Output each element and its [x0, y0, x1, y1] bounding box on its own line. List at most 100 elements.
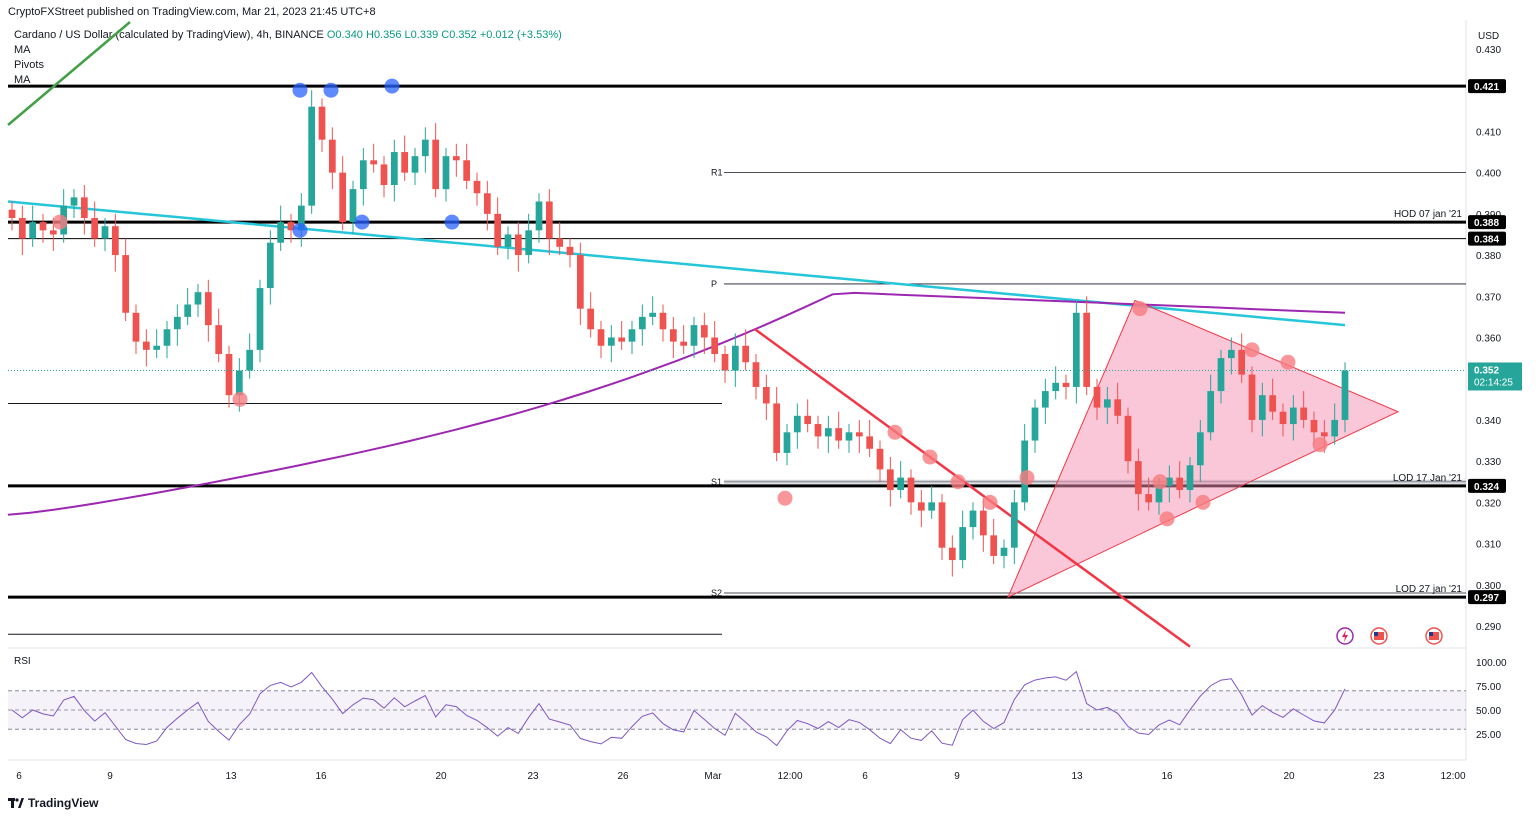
candle [401, 135, 409, 181]
pivot-marker-red [52, 214, 68, 230]
candle [638, 304, 646, 346]
x-tick-label: 12:00 [777, 771, 802, 782]
candle-body [29, 222, 37, 239]
candle-body [845, 432, 853, 441]
candle [659, 304, 667, 342]
candle-body [556, 238, 564, 247]
candle [752, 353, 760, 400]
candle-body [494, 213, 502, 247]
candle-body [452, 156, 460, 161]
candle [380, 156, 388, 198]
rsi-tick-label: 100.00 [1476, 658, 1507, 669]
candle-body [866, 436, 874, 449]
pivot-marker-red [1244, 342, 1260, 358]
candle [824, 415, 832, 453]
candle [122, 238, 130, 322]
candle-body [597, 329, 605, 346]
candle-body [1031, 407, 1039, 441]
candle [525, 213, 533, 264]
candle-body [473, 180, 481, 194]
candle-body [101, 226, 109, 239]
candle [1041, 378, 1049, 425]
pivot-marker-red [982, 494, 998, 510]
indicator-ma-2[interactable]: MA [14, 74, 31, 86]
candle-body [855, 432, 863, 437]
candle-body [442, 156, 450, 190]
candle [256, 279, 264, 363]
price-badge [1468, 231, 1506, 246]
candle-body [773, 403, 781, 453]
candle [773, 386, 781, 462]
candle [587, 292, 595, 338]
candle [742, 329, 750, 371]
candle [463, 143, 471, 190]
x-tick-label: 16 [315, 771, 327, 782]
ma-purple-line [7, 291, 1346, 516]
pivot-marker-blue [384, 78, 400, 94]
pivot-marker-red [1195, 494, 1211, 510]
candle-body [1000, 547, 1008, 556]
candle [91, 201, 99, 247]
candle-body [370, 160, 378, 165]
flag-canton [1429, 632, 1433, 636]
candle [163, 321, 171, 359]
candle-body [876, 448, 884, 470]
candle-body [122, 255, 130, 313]
flag-stripes [1374, 632, 1384, 640]
candle [494, 197, 502, 256]
x-tick-label: 12:00 [1440, 771, 1465, 782]
candle-body [1310, 419, 1318, 433]
candle [845, 424, 853, 453]
candle [287, 213, 295, 243]
candle-body [1289, 407, 1297, 425]
brand-label: TradingView [28, 796, 99, 810]
candle [1289, 395, 1297, 441]
x-tick-label: 20 [435, 771, 447, 782]
flag-canton [1374, 632, 1378, 636]
candle [607, 325, 615, 363]
candle-body [246, 349, 254, 371]
candle [721, 345, 729, 383]
candle [649, 296, 657, 326]
rsi-line [11, 670, 1346, 747]
candle-body [948, 547, 956, 561]
candle [411, 147, 419, 186]
pivot-label-p: P [711, 279, 717, 289]
price-badge [1468, 79, 1506, 94]
candle [153, 329, 161, 359]
y-tick-label: 0.360 [1476, 334, 1501, 345]
countdown-label: 02:14:25 [1474, 377, 1513, 388]
indicator-ma-1[interactable]: MA [14, 44, 31, 56]
candle-body [690, 325, 698, 346]
candle-body [886, 469, 894, 490]
pivot-marker-red [1280, 354, 1296, 370]
candle [29, 205, 37, 247]
candle [907, 469, 915, 515]
publisher-line: CryptoFXStreet published on TradingView.… [8, 6, 376, 18]
candle-body [979, 510, 987, 536]
candle [680, 325, 688, 354]
candle [959, 510, 967, 569]
candle [628, 321, 636, 354]
candle [266, 230, 274, 305]
candle [948, 535, 956, 577]
candle-body [783, 432, 791, 453]
candle [814, 415, 822, 449]
price-badge [1468, 215, 1506, 230]
candle-body [742, 345, 750, 363]
candle [1114, 382, 1122, 425]
x-tick-label: 16 [1161, 771, 1173, 782]
candle-body [721, 353, 729, 371]
flag-stripes [1429, 632, 1439, 640]
tradingview-brand[interactable]: TradingView [8, 796, 98, 810]
candle-body [349, 189, 357, 223]
indicator-pivots[interactable]: Pivots [14, 59, 44, 71]
candle [370, 143, 378, 173]
candle [442, 147, 450, 202]
candle [556, 222, 564, 256]
candle [1279, 403, 1287, 437]
x-tick-label: 6 [16, 771, 22, 782]
pivot-marker-red [1152, 474, 1168, 490]
candle [1072, 300, 1080, 404]
